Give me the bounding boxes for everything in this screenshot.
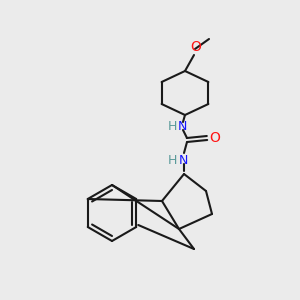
Text: N: N xyxy=(178,154,188,166)
Text: O: O xyxy=(210,131,220,145)
Text: H: H xyxy=(167,154,177,166)
Text: H: H xyxy=(167,119,177,133)
Text: N: N xyxy=(177,119,187,133)
Text: O: O xyxy=(190,40,201,54)
